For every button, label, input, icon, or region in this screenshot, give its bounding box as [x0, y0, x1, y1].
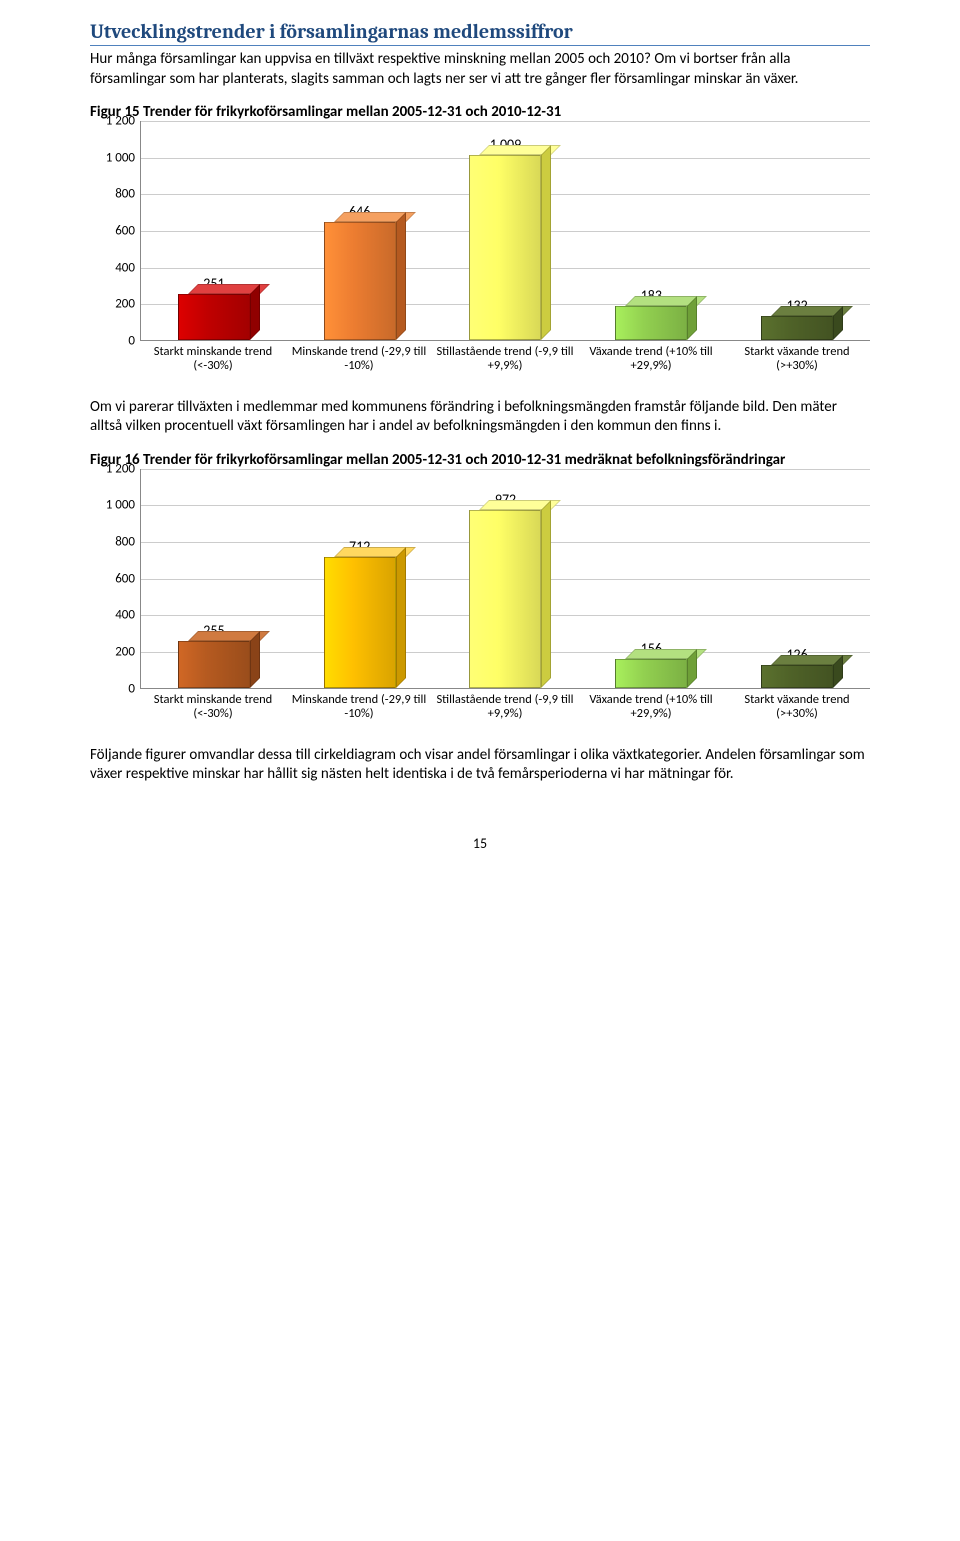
chart-ytick: 200 — [115, 297, 141, 312]
chart-ytick: 1 200 — [106, 114, 141, 129]
chart-bar — [469, 155, 541, 340]
chart-ytick: 800 — [115, 535, 141, 550]
mid-paragraph: Om vi parerar tillväxten i medlemmar med… — [90, 398, 870, 437]
chart-bar — [761, 665, 833, 688]
chart-1: 02004006008001 0001 2002516461 009183132… — [90, 121, 870, 374]
chart-bar — [178, 294, 250, 340]
chart-xlabel: Minskande trend (-29,9 till -10%) — [286, 341, 432, 374]
chart-bar — [761, 316, 833, 340]
chart-xlabel: Starkt växande trend (>+30%) — [724, 341, 870, 374]
chart-ytick: 400 — [115, 260, 141, 275]
chart-ytick: 1 000 — [106, 498, 141, 513]
intro-paragraph: Hur många församlingar kan uppvisa en ti… — [90, 50, 870, 89]
figure16-title: Figur 16 Trender för frikyrkoförsamlinga… — [90, 451, 870, 469]
page-number: 15 — [90, 835, 870, 852]
outro-paragraph: Följande figurer omvandlar dessa till ci… — [90, 746, 870, 785]
chart-ytick: 0 — [128, 334, 141, 349]
chart-2: 02004006008001 0001 200255712972156126St… — [90, 469, 870, 722]
chart-bar — [469, 510, 541, 688]
chart-bar — [615, 659, 687, 688]
chart-ytick: 800 — [115, 187, 141, 202]
chart-xlabel: Starkt minskande trend (<-30%) — [140, 341, 286, 374]
chart-xlabel: Starkt minskande trend (<-30%) — [140, 689, 286, 722]
chart-ytick: 1 200 — [106, 461, 141, 476]
figure15-title: Figur 15 Trender för frikyrkoförsamlinga… — [90, 103, 870, 121]
chart-xlabel: Växande trend (+10% till +29,9%) — [578, 341, 724, 374]
chart-xlabel: Minskande trend (-29,9 till -10%) — [286, 689, 432, 722]
chart-xlabel: Stillastående trend (-9,9 till +9,9%) — [432, 341, 578, 374]
chart-xlabel: Stillastående trend (-9,9 till +9,9%) — [432, 689, 578, 722]
chart-ytick: 200 — [115, 645, 141, 660]
chart-xlabel: Starkt växande trend (>+30%) — [724, 689, 870, 722]
chart-bar — [324, 222, 396, 340]
chart-ytick: 600 — [115, 571, 141, 586]
chart-ytick: 0 — [128, 681, 141, 696]
chart-bar — [324, 557, 396, 688]
chart-bar — [615, 306, 687, 340]
chart-bar — [178, 641, 250, 688]
chart-ytick: 600 — [115, 224, 141, 239]
section-title: Utvecklingstrender i församlingarnas med… — [90, 20, 870, 46]
chart-ytick: 1 000 — [106, 150, 141, 165]
chart-ytick: 400 — [115, 608, 141, 623]
chart-xlabel: Växande trend (+10% till +29,9%) — [578, 689, 724, 722]
